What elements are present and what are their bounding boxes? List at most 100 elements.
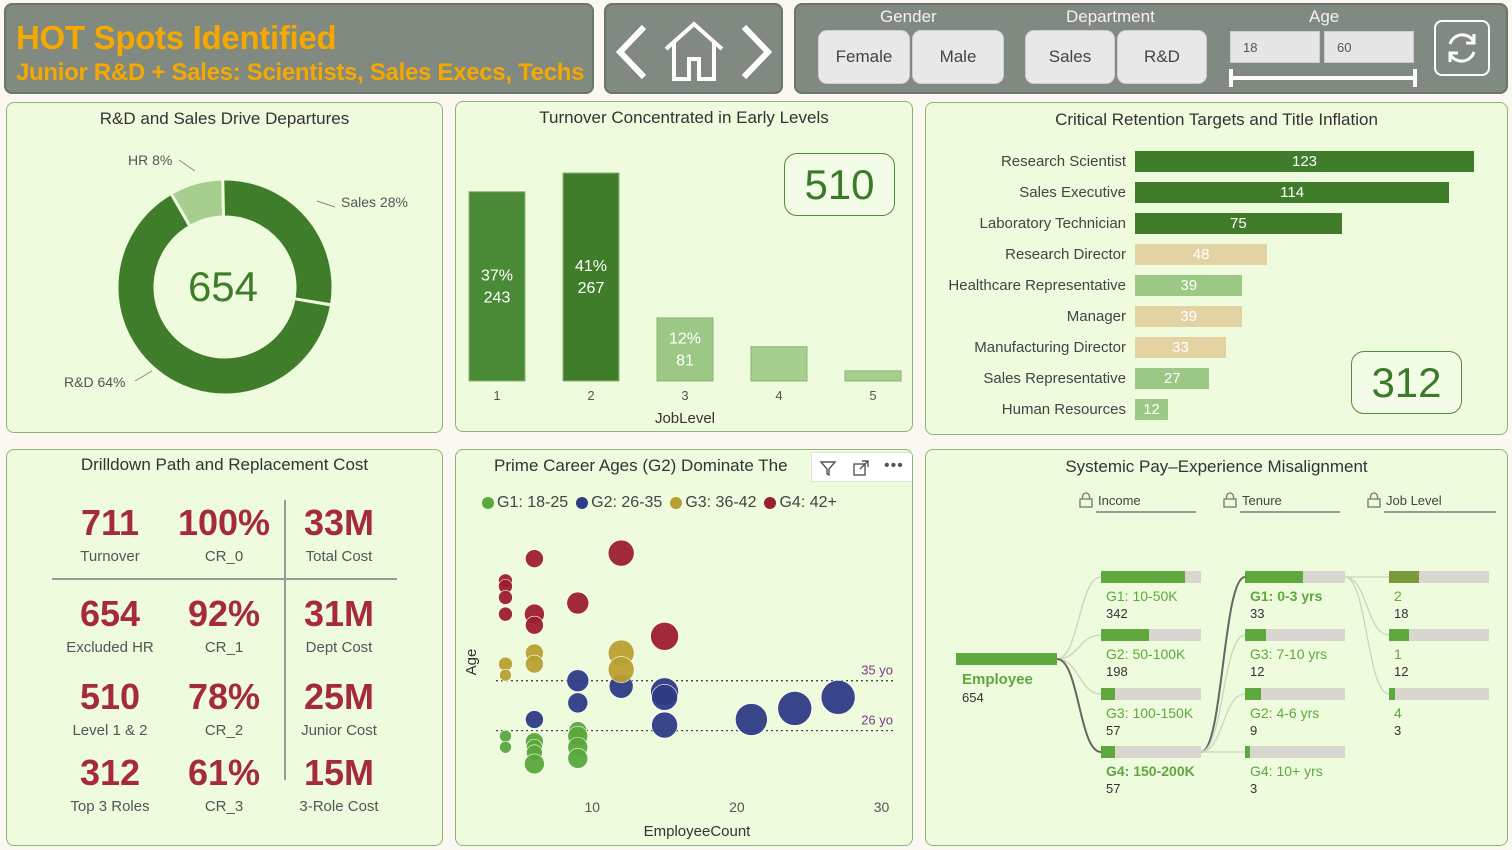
joblevel-x-axis-label: JobLevel xyxy=(654,410,716,427)
filter-icon[interactable] xyxy=(819,459,837,477)
scatter-chart: 35 yo 26 yo 10 20 30 EmployeeCount Age xyxy=(463,539,896,840)
tree-root-value: 654 xyxy=(962,690,984,705)
scatter-point-g4[interactable] xyxy=(650,622,679,651)
scatter-point-g2[interactable] xyxy=(566,669,590,692)
scatter-point-g2[interactable] xyxy=(735,703,768,736)
joblevel-bar-5[interactable] xyxy=(844,370,902,382)
scatter-point-g2[interactable] xyxy=(525,710,544,729)
tree-tenure-bar-1[interactable] xyxy=(1245,571,1345,583)
joblevel-bar-4[interactable] xyxy=(750,346,808,382)
home-icon[interactable] xyxy=(662,19,726,83)
tree-column-header-tenure[interactable]: Tenure xyxy=(1240,493,1340,513)
scatter-point-g4[interactable] xyxy=(607,539,635,567)
tree-column-header-income[interactable]: Income xyxy=(1096,493,1196,513)
tree-income-bar-4[interactable] xyxy=(1101,746,1201,758)
tree-connector-root-income xyxy=(1056,658,1102,753)
role-bar-3[interactable]: 48 xyxy=(1135,244,1268,265)
tree-income-bar-2[interactable] xyxy=(1101,629,1201,641)
scatter-point-g3[interactable] xyxy=(525,654,544,674)
donut-label-sales: Sales 28% xyxy=(341,194,408,210)
tree-column-header-job-level[interactable]: Job Level xyxy=(1384,493,1496,513)
tree-income-bar-1[interactable] xyxy=(1101,571,1201,583)
tree-tenure-bar-4[interactable] xyxy=(1245,746,1345,758)
role-bar-1[interactable]: 114 xyxy=(1135,182,1450,203)
scatter-point-g2[interactable] xyxy=(820,680,856,715)
tree-joblevel-bar-3[interactable] xyxy=(1389,688,1489,700)
age-slider-track[interactable] xyxy=(1231,76,1415,80)
scatter-point-g2[interactable] xyxy=(651,711,678,739)
age-slider-min-handle[interactable] xyxy=(1229,69,1233,87)
role-bar-2[interactable]: 75 xyxy=(1135,213,1342,234)
back-arrow-icon[interactable] xyxy=(614,23,652,81)
kpi-label-junior-cost: Junior Cost xyxy=(301,722,377,739)
legend-item-g4[interactable]: G4: 42+ xyxy=(764,494,837,512)
navigation-panel xyxy=(604,3,783,94)
reset-button[interactable] xyxy=(1434,20,1490,76)
joblevel-bar-3[interactable] xyxy=(656,317,714,382)
scatter-point-g4[interactable] xyxy=(525,549,544,568)
tree-tenure-bar-2[interactable] xyxy=(1245,629,1345,641)
donut-label-rd: R&D 64% xyxy=(64,374,125,390)
lock-icon[interactable] xyxy=(1367,492,1381,508)
scatter-point-g2[interactable] xyxy=(777,691,813,726)
scatter-point-g1[interactable] xyxy=(524,753,545,775)
tree-tenure-bar-3[interactable] xyxy=(1245,688,1345,700)
donut-leader-line xyxy=(178,159,196,172)
scatter-y-axis-label: Age xyxy=(463,649,480,676)
scatter-point-g3[interactable] xyxy=(499,668,512,682)
lock-icon[interactable] xyxy=(1223,492,1237,508)
joblevel-bar-1[interactable] xyxy=(468,191,526,382)
gender-male-button[interactable]: Male xyxy=(912,30,1004,84)
scatter-point-g2[interactable] xyxy=(651,684,678,711)
more-options-icon[interactable]: ••• xyxy=(884,457,904,474)
scatter-point-g4[interactable] xyxy=(498,606,513,622)
focus-mode-icon[interactable] xyxy=(852,459,870,477)
scatter-point-g1[interactable] xyxy=(567,748,589,769)
scatter-point-g2[interactable] xyxy=(567,692,589,714)
kpi-value-cr-2: 78% xyxy=(187,676,261,717)
joblevel-pct-label-2: 41% xyxy=(575,258,607,275)
role-bar-7[interactable]: 27 xyxy=(1135,368,1210,389)
kpi-vertical-divider xyxy=(284,500,286,780)
page-title: HOT Spots Identified xyxy=(16,19,337,56)
scatter-x-tick-10: 10 xyxy=(584,799,600,815)
role-bar-8[interactable]: 12 xyxy=(1135,399,1169,420)
kpi-value-junior-cost: 25M xyxy=(303,676,375,717)
joblevel-tick-4: 4 xyxy=(775,388,782,403)
donut-chart-panel: R&D and Sales Drive Departures R&D 64% Sa… xyxy=(6,102,443,433)
department-rd-button[interactable]: R&D xyxy=(1117,30,1207,84)
role-bar-4[interactable]: 39 xyxy=(1135,275,1243,296)
scatter-point-g4[interactable] xyxy=(498,590,513,605)
forward-arrow-icon[interactable] xyxy=(736,23,774,81)
department-sales-button[interactable]: Sales xyxy=(1025,30,1115,84)
legend-item-g1[interactable]: G1: 18-25 xyxy=(482,494,568,512)
gender-female-button[interactable]: Female xyxy=(818,30,910,84)
role-bar-5[interactable]: 39 xyxy=(1135,306,1243,327)
role-bar-6[interactable]: 33 xyxy=(1135,337,1226,358)
scatter-point-g4[interactable] xyxy=(566,591,590,615)
kpi-label-excluded-hr: Excluded HR xyxy=(66,639,154,656)
age-max-input[interactable]: 60 xyxy=(1324,31,1414,63)
roles-callout: 312 xyxy=(1351,351,1462,414)
scatter-x-tick-30: 30 xyxy=(874,799,890,815)
tree-income-bar-3[interactable] xyxy=(1101,688,1201,700)
role-bar-0[interactable]: 123 xyxy=(1135,151,1474,172)
scatter-chart-title: Prime Career Ages (G2) Dominate The xyxy=(494,456,788,475)
tree-connector-tenure-joblevel xyxy=(1344,576,1390,636)
joblevel-tick-3: 3 xyxy=(681,388,688,403)
tree-root-bar[interactable] xyxy=(956,653,1057,665)
scatter-point-g1[interactable] xyxy=(499,740,512,754)
scatter-point-g4[interactable] xyxy=(525,615,544,635)
joblevel-bar-2[interactable] xyxy=(562,172,620,382)
lock-icon[interactable] xyxy=(1079,492,1093,508)
age-slider-max-handle[interactable] xyxy=(1413,69,1417,87)
tree-joblevel-bar-1[interactable] xyxy=(1389,571,1489,583)
tree-joblevel-bar-2[interactable] xyxy=(1389,629,1489,641)
kpi-panel-title: Drilldown Path and Replacement Cost xyxy=(80,455,369,474)
donut-slice-rd[interactable] xyxy=(115,191,334,397)
scatter-point-g1[interactable] xyxy=(499,729,512,743)
legend-item-g3[interactable]: G3: 36-42 xyxy=(670,494,756,512)
scatter-point-g3[interactable] xyxy=(607,656,635,683)
legend-item-g2[interactable]: G2: 26-35 xyxy=(576,494,662,512)
age-min-input[interactable]: 18 xyxy=(1230,31,1320,63)
